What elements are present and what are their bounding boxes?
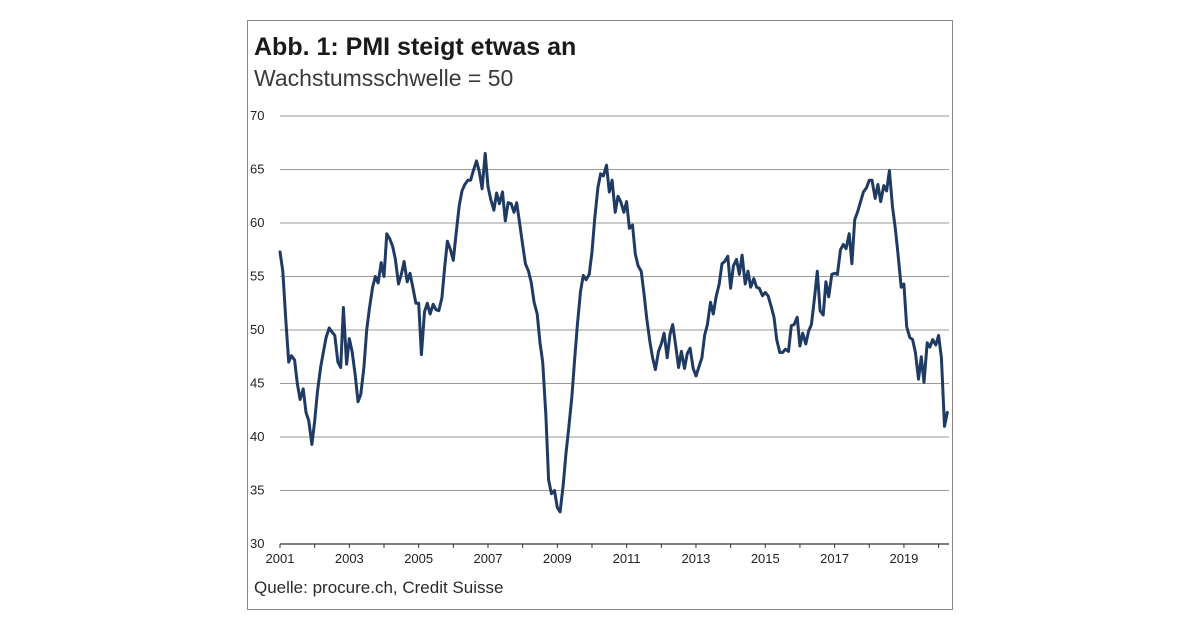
chart-frame: Abb. 1: PMI steigt etwas an Wachstumssch… bbox=[247, 20, 953, 610]
source-note: Quelle: procure.ch, Credit Suisse bbox=[254, 578, 504, 597]
x-tick-label: 2001 bbox=[266, 551, 295, 566]
chart-subtitle: Wachstumsschwelle = 50 bbox=[254, 65, 514, 91]
x-tick-label: 2015 bbox=[751, 551, 780, 566]
x-tick-label: 2019 bbox=[889, 551, 918, 566]
y-tick-label: 60 bbox=[250, 215, 264, 230]
chart-title: Abb. 1: PMI steigt etwas an bbox=[254, 33, 577, 61]
x-tick-label: 2009 bbox=[543, 551, 572, 566]
y-tick-label: 45 bbox=[250, 376, 264, 391]
y-axis-tick-labels: 30 35 40 45 50 55 60 65 70 bbox=[250, 108, 264, 551]
pmi-series-line bbox=[278, 151, 949, 514]
y-tick-label: 30 bbox=[250, 536, 264, 551]
x-axis-ticks: 2001 2003 2005 2007 2009 2011 2013 2015 2017 2019 bbox=[266, 544, 940, 566]
x-tick-label: 2003 bbox=[335, 551, 364, 566]
y-tick-label: 65 bbox=[250, 162, 264, 177]
x-tick-label: 2011 bbox=[613, 551, 641, 566]
x-tick-label: 2013 bbox=[681, 551, 710, 566]
y-tick-label: 40 bbox=[250, 429, 264, 444]
x-tick-label: 2007 bbox=[474, 551, 503, 566]
y-tick-label: 35 bbox=[250, 483, 264, 498]
y-tick-label: 70 bbox=[250, 108, 264, 123]
y-tick-label: 55 bbox=[250, 269, 264, 284]
y-tick-label: 50 bbox=[250, 322, 264, 337]
gridlines bbox=[280, 115, 949, 491]
x-tick-label: 2005 bbox=[404, 551, 433, 566]
x-tick-label: 2017 bbox=[820, 551, 849, 566]
